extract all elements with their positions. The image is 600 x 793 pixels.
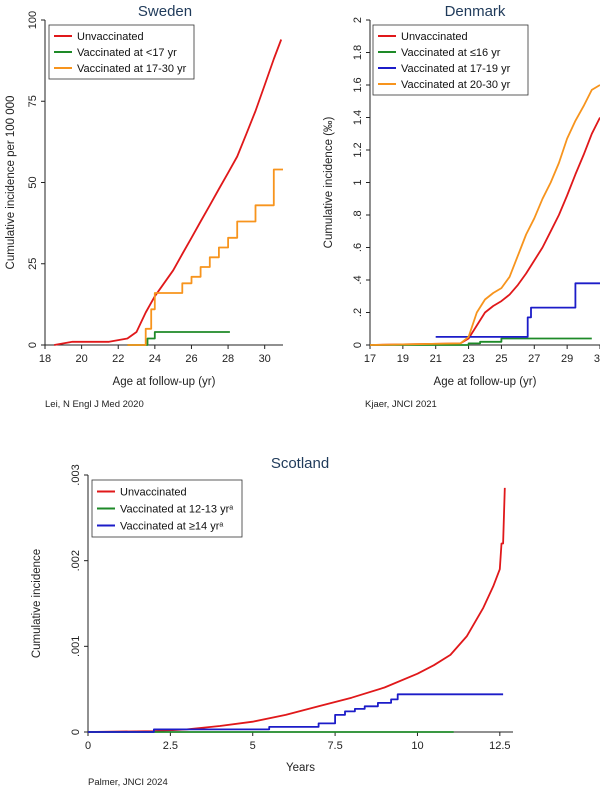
scotland-y-tick-label: 0 bbox=[70, 729, 82, 735]
denmark-x-tick-label: 23 bbox=[462, 353, 474, 365]
scotland-panel: Scotland 0 .001 .002 .003 0 2.5 5 7.5 10 12.5 Years… bbox=[31, 455, 513, 788]
sweden-title: Sweden bbox=[138, 3, 192, 20]
denmark-y-tick-label: .4 bbox=[352, 275, 364, 284]
sweden-source: Lei, N Engl J Med 2020 bbox=[45, 399, 144, 410]
denmark-legend-box bbox=[372, 24, 529, 96]
denmark-series-3-line bbox=[369, 84, 600, 346]
scotland-x-tick-label: 5 bbox=[250, 740, 256, 752]
sweden-legend-box bbox=[48, 24, 195, 80]
sweden-y-tick-label: 50 bbox=[27, 176, 39, 188]
scotland-x-tick-label: 10 bbox=[411, 740, 423, 752]
denmark-x-tick-label: 19 bbox=[397, 353, 409, 365]
denmark-source: Kjaer, JNCI 2021 bbox=[365, 399, 437, 410]
denmark-y-tick-label: .2 bbox=[352, 308, 364, 317]
denmark-title: Denmark bbox=[445, 3, 506, 20]
sweden-series-1-line bbox=[127, 331, 230, 346]
scotland-legend-label: Unvaccinated bbox=[120, 487, 187, 499]
sweden-legend-label: Vaccinated at <17 yr bbox=[77, 47, 177, 59]
sweden-legend: Unvaccinated Vaccinated at <17 yr Vaccinat… bbox=[48, 24, 195, 80]
denmark-legend-label: Vaccinated at 20-30 yr bbox=[401, 79, 511, 91]
denmark-legend-label: Vaccinated at ≤16 yr bbox=[401, 47, 501, 59]
denmark-y-tick-label: 1.6 bbox=[352, 77, 364, 92]
scotland-legend: Unvaccinated Vaccinated at 12-13 yra Vacci… bbox=[91, 479, 243, 538]
sweden-x-tick-label: 28 bbox=[222, 353, 234, 365]
denmark-y-tick-label: .6 bbox=[352, 243, 364, 252]
scotland-source: Palmer, JNCI 2024 bbox=[88, 777, 168, 788]
denmark-y-tick-label: 1.8 bbox=[352, 45, 364, 60]
sweden-y-tick-label: 100 bbox=[27, 11, 39, 29]
denmark-x-label: Age at follow-up (yr) bbox=[434, 376, 537, 388]
scotland-legend-label: Vaccinated at ≥14 yra bbox=[120, 521, 223, 533]
sweden-x-tick-label: 26 bbox=[185, 353, 197, 365]
sweden-x-tick-label: 22 bbox=[112, 353, 124, 365]
sweden-x-tick-label: 24 bbox=[149, 353, 161, 365]
denmark-series-0-line bbox=[369, 117, 600, 346]
denmark-x-tick-label: 31 bbox=[594, 353, 600, 365]
sweden-panel: Sweden 0 25 50 75 100 18 20 22 24 26 28 30 Age at fol… bbox=[5, 3, 283, 410]
scotland-x-label: Years bbox=[286, 762, 315, 774]
scotland-y-label: Cumulative incidence bbox=[31, 549, 43, 658]
scotland-y-tick-label: .003 bbox=[70, 464, 82, 485]
scotland-x-tick-label: 7.5 bbox=[327, 740, 342, 752]
denmark-legend-label: Unvaccinated bbox=[401, 31, 468, 43]
sweden-legend-label: Unvaccinated bbox=[77, 31, 144, 43]
denmark-x-tick-label: 29 bbox=[561, 353, 573, 365]
denmark-x-tick-label: 21 bbox=[430, 353, 442, 365]
scotland-title: Scotland bbox=[271, 455, 329, 472]
denmark-panel: Denmark 0 .2 .4 .6 .8 1 1.2 1.4 1.6 1.8 2 17 19 21 23 25… bbox=[323, 3, 600, 410]
scotland-x-tick-label: 2.5 bbox=[163, 740, 178, 752]
denmark-y-tick-label: 1.2 bbox=[352, 142, 364, 157]
denmark-x-tick-label: 17 bbox=[364, 353, 376, 365]
scotland-y-tick-label: .001 bbox=[70, 636, 82, 657]
scotland-y-tick-label: .002 bbox=[70, 550, 82, 571]
denmark-y-tick-label: 1.4 bbox=[352, 110, 364, 125]
scotland-x-tick-label: 12.5 bbox=[489, 740, 510, 752]
sweden-y-tick-label: 25 bbox=[27, 258, 39, 270]
sweden-y-tick-label: 75 bbox=[27, 95, 39, 107]
sweden-x-tick-label: 20 bbox=[75, 353, 87, 365]
sweden-legend-label: Vaccinated at 17-30 yr bbox=[77, 63, 187, 75]
denmark-x-tick-label: 25 bbox=[495, 353, 507, 365]
sweden-x-tick-label: 18 bbox=[39, 353, 51, 365]
scotland-series-0-line bbox=[87, 487, 506, 733]
denmark-y-tick-label: 1 bbox=[352, 179, 364, 185]
denmark-y-label: Cumulative incidence (‰) bbox=[323, 117, 335, 249]
denmark-series-1-line bbox=[370, 337, 592, 346]
sweden-y-label: Cumulative incidence per 100 000 bbox=[5, 96, 17, 270]
denmark-legend-label: Vaccinated at 17-19 yr bbox=[401, 63, 511, 75]
sweden-x-tick-label: 30 bbox=[259, 353, 271, 365]
denmark-y-tick-label: .8 bbox=[352, 210, 364, 219]
denmark-y-tick-label: 2 bbox=[352, 17, 364, 23]
sweden-series-0-line bbox=[54, 39, 283, 346]
sweden-x-label: Age at follow-up (yr) bbox=[113, 376, 216, 388]
scotland-legend-box bbox=[91, 479, 243, 538]
scotland-legend-label: Vaccinated at 12-13 yra bbox=[120, 504, 233, 516]
sweden-series-2-line bbox=[127, 168, 283, 346]
denmark-legend: Unvaccinated Vaccinated at ≤16 yr Vaccinat… bbox=[372, 24, 529, 96]
denmark-x-tick-label: 27 bbox=[528, 353, 540, 365]
denmark-y-tick-label: 0 bbox=[352, 342, 364, 348]
scotland-series-2-line bbox=[88, 693, 504, 733]
scotland-x-tick-label: 0 bbox=[85, 740, 91, 752]
sweden-y-tick-label: 0 bbox=[27, 342, 39, 348]
denmark-series-2-line bbox=[435, 282, 600, 338]
